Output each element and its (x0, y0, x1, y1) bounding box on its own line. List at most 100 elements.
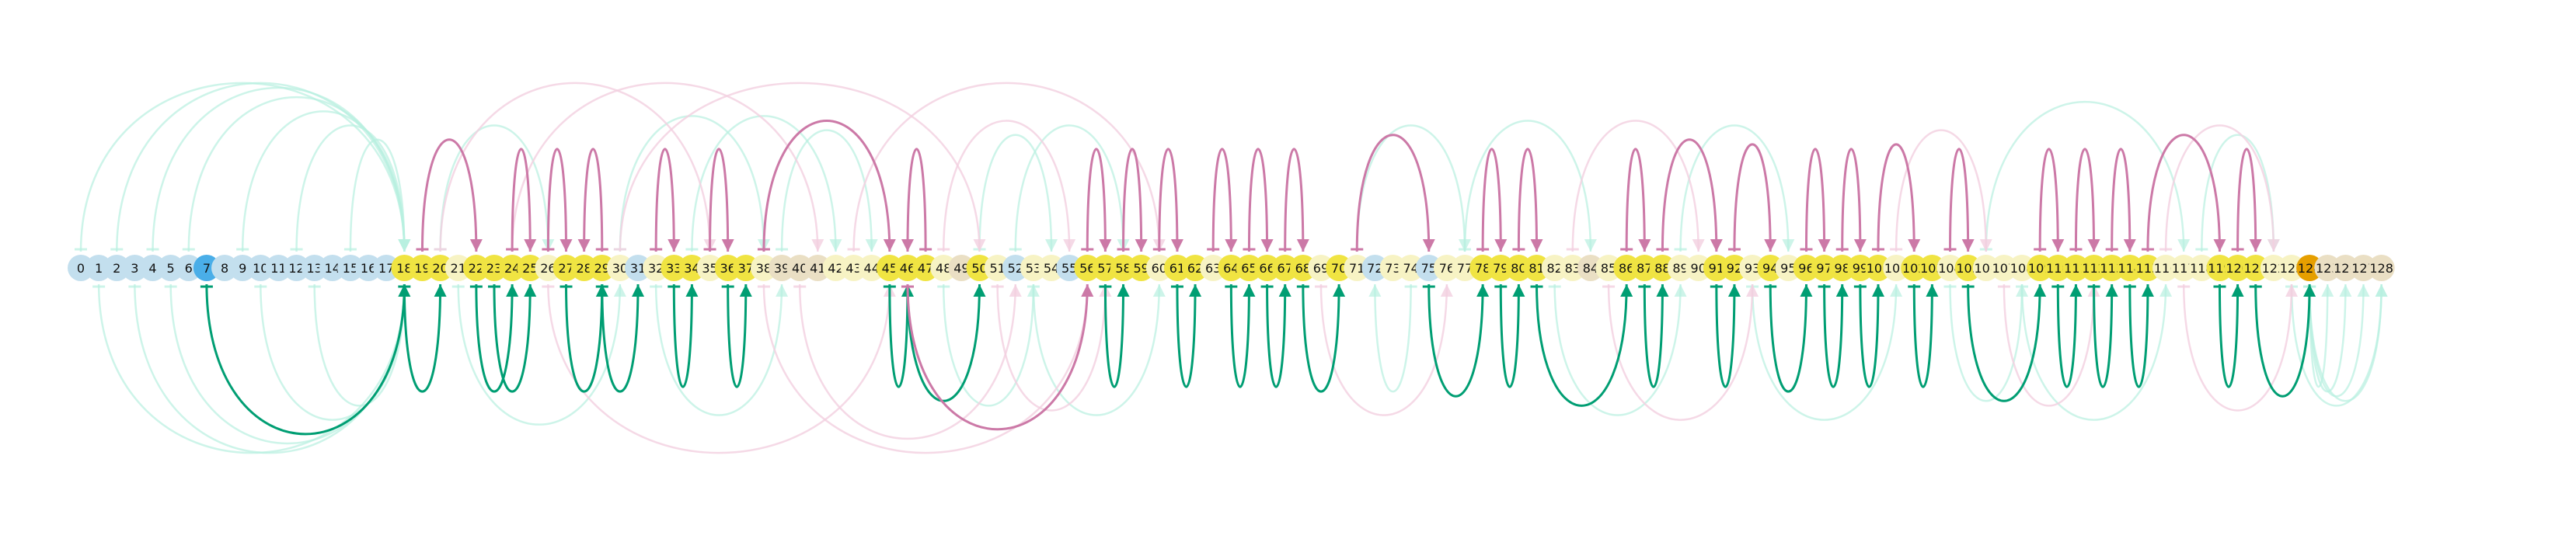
edge-arrowhead (1853, 239, 1867, 252)
node-label: 42 (828, 261, 843, 276)
edge-curve (1823, 283, 1844, 388)
node-label: 0 (77, 261, 85, 276)
edge-curve (906, 283, 1089, 431)
edge-47-46 (901, 148, 932, 252)
node-label: 28 (576, 261, 591, 276)
edge-curve (565, 283, 604, 393)
edge-94-96 (1764, 283, 1813, 393)
node-label: 47 (918, 261, 933, 276)
edge-86-87 (1620, 148, 1651, 252)
edge-arrowhead (2177, 239, 2191, 252)
edge-114-115 (2123, 283, 2154, 388)
edge-arrowhead (1872, 284, 1884, 297)
edge-curve (780, 129, 873, 252)
node-label: 94 (1762, 261, 1778, 276)
edge-29-28 (577, 148, 608, 252)
edge-curve (2182, 283, 2293, 412)
node-label: 80 (1511, 261, 1526, 276)
edge-curve (1247, 148, 1269, 252)
edge-79-80 (1494, 283, 1525, 388)
node-label: 59 (1133, 261, 1149, 276)
node-label: 5 (167, 261, 175, 276)
edge-32-33 (650, 148, 681, 252)
edge-curve (1985, 100, 2185, 252)
node-label: 51 (989, 261, 1005, 276)
edge-120-121 (2231, 148, 2262, 252)
edge-curve (511, 82, 819, 252)
edge-arrowhead (1926, 284, 1939, 297)
edge-curve (1679, 124, 1790, 252)
edge-arrowhead (1710, 239, 1723, 252)
edge-68-70 (1296, 283, 1346, 393)
edge-curve (1158, 148, 1179, 252)
edge-101-106 (1890, 129, 1992, 252)
edge-curve (906, 148, 927, 252)
edge-curve (79, 82, 406, 252)
edge-arrowhead (2105, 284, 2118, 297)
edge-arrowhead (1818, 239, 1831, 252)
node-label: 92 (1727, 261, 1742, 276)
node-label: 99 (1853, 261, 1868, 276)
edge-curve (583, 148, 604, 252)
node-label: 54 (1044, 261, 1059, 276)
edge-curve (1499, 283, 1520, 388)
edge-curve (1319, 283, 1448, 416)
edge-98-99 (1835, 148, 1867, 252)
edge-curve (691, 115, 837, 252)
edge-curve (1427, 283, 1484, 398)
edge-arrowhead (668, 239, 681, 252)
edge-arrowhead (2051, 239, 2065, 252)
edge-curve (169, 283, 406, 445)
edge-arrowhead (973, 239, 986, 252)
edge-curve (1949, 283, 2024, 402)
edge-curve (1625, 148, 1646, 252)
edge-curve (1032, 283, 1161, 416)
edge-curve (2056, 283, 2077, 388)
edge-23-25 (487, 283, 537, 393)
node-label: 26 (540, 261, 556, 276)
node-128: 128 (2368, 255, 2395, 281)
edge-curve (295, 124, 406, 252)
edge-88-91 (1656, 138, 1723, 252)
edge-21-30 (451, 283, 626, 426)
edge-26-27 (542, 148, 573, 252)
node-layer: 0 1 2 3 4 5 6 7 8 9 10 11 12 13 14 15 16 17 18 19 20 21 22 23 24… (68, 255, 2395, 281)
edge-116-122 (2159, 124, 2280, 252)
node-label: 69 (1313, 261, 1329, 276)
edge-arrowhead (632, 284, 645, 297)
edge-curve (2020, 283, 2167, 421)
node-label: 65 (1241, 261, 1257, 276)
edge-curve (2254, 283, 2311, 398)
edge-100-102 (1872, 143, 1921, 252)
node-label: 73 (1385, 261, 1400, 276)
edge-curve (996, 283, 1107, 412)
edge-108-116 (2016, 283, 2173, 421)
node-label: 77 (1457, 261, 1473, 276)
edge-curve (1661, 138, 1718, 252)
node-label: 6 (185, 261, 193, 276)
node-label: 38 (756, 261, 772, 276)
node-label: 37 (738, 261, 754, 276)
edge-arrowhead (2285, 284, 2298, 297)
edge-82-89 (1548, 283, 1687, 416)
edge-curve (260, 283, 406, 421)
node-label: 52 (1008, 261, 1023, 276)
node-label: 46 (900, 261, 915, 276)
edge-arrowhead (1045, 239, 1058, 252)
edge-curve (1355, 134, 1431, 252)
node-label: 25 (522, 261, 538, 276)
edge-arrowhead (739, 284, 752, 297)
edge-curve (942, 283, 1035, 407)
node-label: 4 (148, 261, 156, 276)
node-label: 93 (1745, 261, 1760, 276)
edge-curve (1841, 148, 1862, 252)
edge-2-18 (110, 82, 411, 252)
edge-curve (978, 134, 1053, 252)
node-label: 88 (1654, 261, 1670, 276)
edge-curve (1607, 283, 1754, 421)
node-label: 27 (558, 261, 573, 276)
edge-arrowhead (1494, 239, 1508, 252)
edge-curve (1284, 148, 1305, 252)
node-label: 17 (378, 261, 394, 276)
edge-48-53 (937, 283, 1040, 407)
